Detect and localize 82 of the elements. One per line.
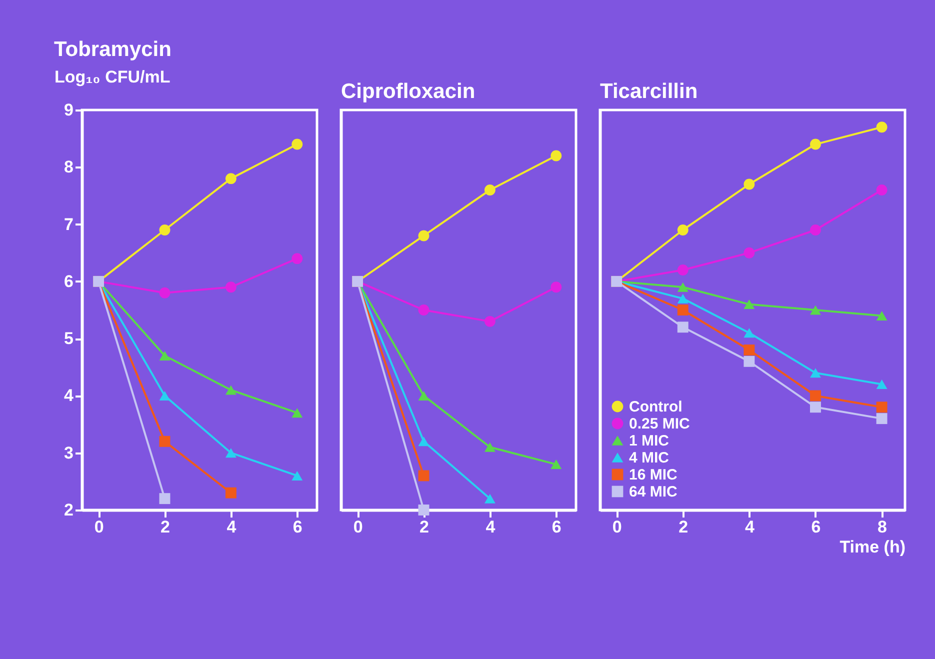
point <box>484 316 496 327</box>
y-tick-label: 9 <box>64 100 74 120</box>
point <box>292 253 303 264</box>
point <box>677 224 688 236</box>
point <box>484 442 496 452</box>
point <box>225 448 236 458</box>
point <box>225 173 236 184</box>
point <box>876 413 888 424</box>
y-tick-label: 8 <box>64 158 74 177</box>
legend-label: 16 MIC <box>629 466 678 484</box>
x-tick-label: 0 <box>353 518 363 536</box>
point <box>550 150 562 162</box>
point <box>810 138 821 150</box>
point <box>418 470 430 482</box>
point <box>225 487 236 498</box>
point <box>550 460 562 470</box>
chart-title: Tobramycin <box>54 38 172 61</box>
x-tick-label: 6 <box>811 518 821 536</box>
y-tick-label: 6 <box>64 272 74 291</box>
legend-label: 4 MIC <box>629 450 670 466</box>
point <box>810 390 821 402</box>
point <box>159 224 170 236</box>
point <box>744 328 755 338</box>
x-tick-label: 6 <box>292 518 302 536</box>
point <box>677 282 688 292</box>
point <box>810 305 821 315</box>
legend-label: 1 MIC <box>629 432 670 450</box>
point <box>677 264 688 276</box>
x-tick-label: 6 <box>552 518 562 536</box>
x-tick-label: 2 <box>160 518 170 536</box>
point <box>876 380 888 390</box>
legend-label: 0.25 MIC <box>629 416 690 432</box>
point <box>744 300 755 310</box>
point <box>744 356 755 367</box>
point <box>159 436 170 447</box>
chart-title: Ciprofloxacin <box>341 80 476 103</box>
point <box>810 224 821 236</box>
point <box>418 230 430 242</box>
point <box>744 344 755 356</box>
point <box>744 247 755 258</box>
legend-label: Control <box>629 398 682 416</box>
point <box>876 184 888 196</box>
point <box>159 350 170 360</box>
x-tick-label: 8 <box>878 518 888 536</box>
point <box>418 504 430 516</box>
y-tick-label: 7 <box>64 214 74 234</box>
point <box>810 368 821 378</box>
x-tick-label: 0 <box>612 518 622 536</box>
x-tick-label: 4 <box>486 518 496 536</box>
point <box>225 385 236 395</box>
point <box>292 408 303 418</box>
point <box>876 122 888 133</box>
y-tick-label: 2 <box>64 500 74 520</box>
point <box>810 402 821 413</box>
point <box>418 304 430 316</box>
legend-label: 64 MIC <box>629 484 678 500</box>
y-tick-label: 4 <box>64 386 74 406</box>
point <box>225 282 236 293</box>
point <box>677 322 688 333</box>
point <box>677 294 688 304</box>
x-tick-label: 2 <box>420 518 429 536</box>
y-tick-label: 5 <box>64 329 74 348</box>
point <box>876 310 888 320</box>
x-tick-label: 2 <box>678 518 688 536</box>
point <box>677 304 688 316</box>
point <box>292 470 303 480</box>
point <box>876 402 888 413</box>
point <box>159 390 170 400</box>
x-tick-label: 4 <box>744 518 755 536</box>
x-tick-label: 0 <box>94 518 104 536</box>
x-tick-label: 4 <box>226 518 237 536</box>
point <box>292 138 303 150</box>
chart-title: Ticarcillin <box>600 80 698 103</box>
point <box>159 287 170 298</box>
point <box>418 390 430 400</box>
y-tick-label: 3 <box>64 443 74 462</box>
y-axis-title: Log₁₀ CFU/mL <box>54 68 170 86</box>
x-axis-title: Time (h) <box>840 538 906 556</box>
point <box>484 184 496 196</box>
point <box>744 178 755 190</box>
point <box>159 493 170 504</box>
point <box>550 282 562 293</box>
